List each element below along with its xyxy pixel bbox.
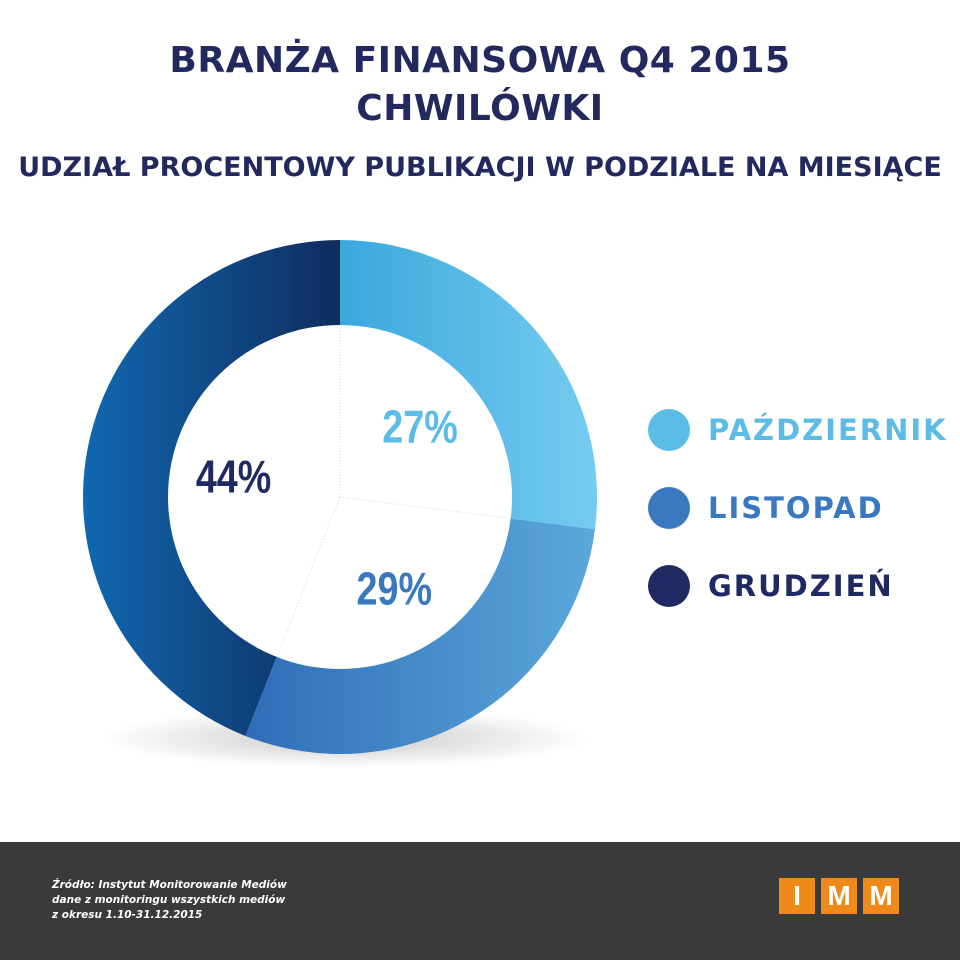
legend-item-pazdziernik: PAŹDZIERNIK bbox=[648, 409, 948, 451]
logo-letter-i: I bbox=[779, 878, 815, 914]
legend-label-pazdziernik: PAŹDZIERNIK bbox=[708, 413, 948, 447]
legend-label-listopad: LISTOPAD bbox=[708, 491, 884, 525]
source-line-3: z okresu 1.10-31.12.2015 bbox=[52, 909, 203, 921]
legend: PAŹDZIERNIK LISTOPAD GRUDZIEŃ bbox=[648, 409, 948, 644]
chart-title: BRANŻA FINANSOWA Q4 2015 bbox=[169, 40, 791, 81]
source-line-1: Źródło: Instytut Monitorowanie Mediów bbox=[52, 879, 287, 891]
logo-letter-m2: M bbox=[863, 878, 899, 914]
data-label-pazdziernik: 27% bbox=[382, 401, 457, 452]
legend-label-grudzien: GRUDZIEŃ bbox=[708, 569, 894, 603]
imm-logo: I M M bbox=[779, 878, 905, 914]
legend-item-listopad: LISTOPAD bbox=[648, 487, 948, 529]
data-label-listopad: 29% bbox=[357, 563, 432, 614]
donut-chart: 27% 29% 44% bbox=[83, 240, 597, 768]
logo-letter-m1: M bbox=[821, 878, 857, 914]
chart-title-line2: CHWILÓWKI bbox=[356, 88, 604, 129]
footer: Źródło: Instytut Monitorowanie Mediów da… bbox=[0, 842, 960, 960]
legend-dot-listopad bbox=[648, 487, 690, 529]
legend-item-grudzien: GRUDZIEŃ bbox=[648, 565, 948, 607]
source-note: Źródło: Instytut Monitorowanie Mediów da… bbox=[52, 878, 287, 923]
legend-dot-grudzien bbox=[648, 565, 690, 607]
legend-dot-pazdziernik bbox=[648, 409, 690, 451]
chart-subtitle: UDZIAŁ PROCENTOWY PUBLIKACJI W PODZIALE … bbox=[18, 152, 942, 183]
data-label-grudzien: 44% bbox=[196, 451, 271, 502]
source-line-2: dane z monitoringu wszystkich mediów bbox=[52, 894, 286, 906]
